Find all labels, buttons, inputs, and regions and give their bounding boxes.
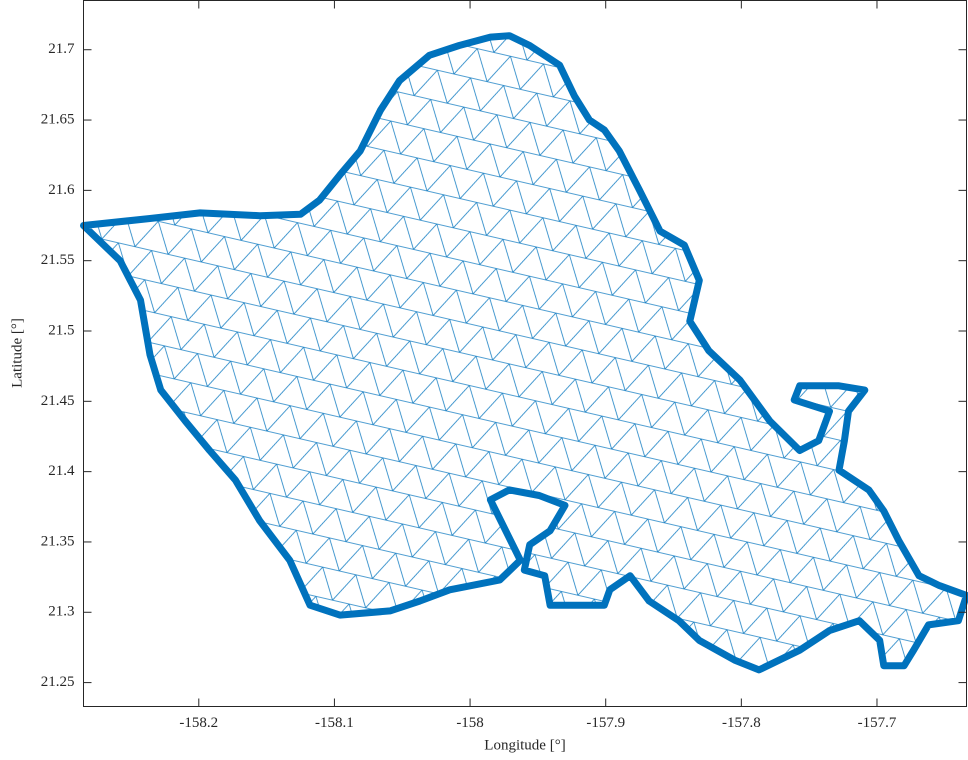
x-tick-label: -157.8 bbox=[722, 715, 761, 731]
x-tick-label: -158 bbox=[456, 715, 484, 731]
x-tick-label: -157.9 bbox=[586, 715, 625, 731]
y-tick-label: 21.55 bbox=[41, 252, 75, 268]
y-tick-label: 21.35 bbox=[41, 533, 75, 549]
y-tick-label: 21.7 bbox=[48, 41, 75, 57]
y-tick-label: 21.6 bbox=[48, 182, 75, 198]
chart: Longitude [°] Latitude [°] -158.2 -158.1 -… bbox=[0, 0, 968, 760]
y-tick-label: 21.4 bbox=[48, 463, 75, 479]
y-tick-label: 21.45 bbox=[41, 393, 75, 409]
y-axis-label: Latitude [°] bbox=[9, 318, 25, 388]
y-tick-label: 21.3 bbox=[48, 604, 74, 620]
x-tick-label: -158.1 bbox=[315, 715, 354, 731]
x-tick-label: -158.2 bbox=[179, 715, 218, 731]
x-axis-label: Longitude [°] bbox=[484, 737, 565, 753]
y-tick-label: 21.5 bbox=[48, 322, 74, 338]
y-tick-label: 21.65 bbox=[41, 111, 75, 127]
x-tick-label: -157.7 bbox=[858, 715, 897, 731]
y-tick-label: 21.25 bbox=[41, 674, 75, 690]
